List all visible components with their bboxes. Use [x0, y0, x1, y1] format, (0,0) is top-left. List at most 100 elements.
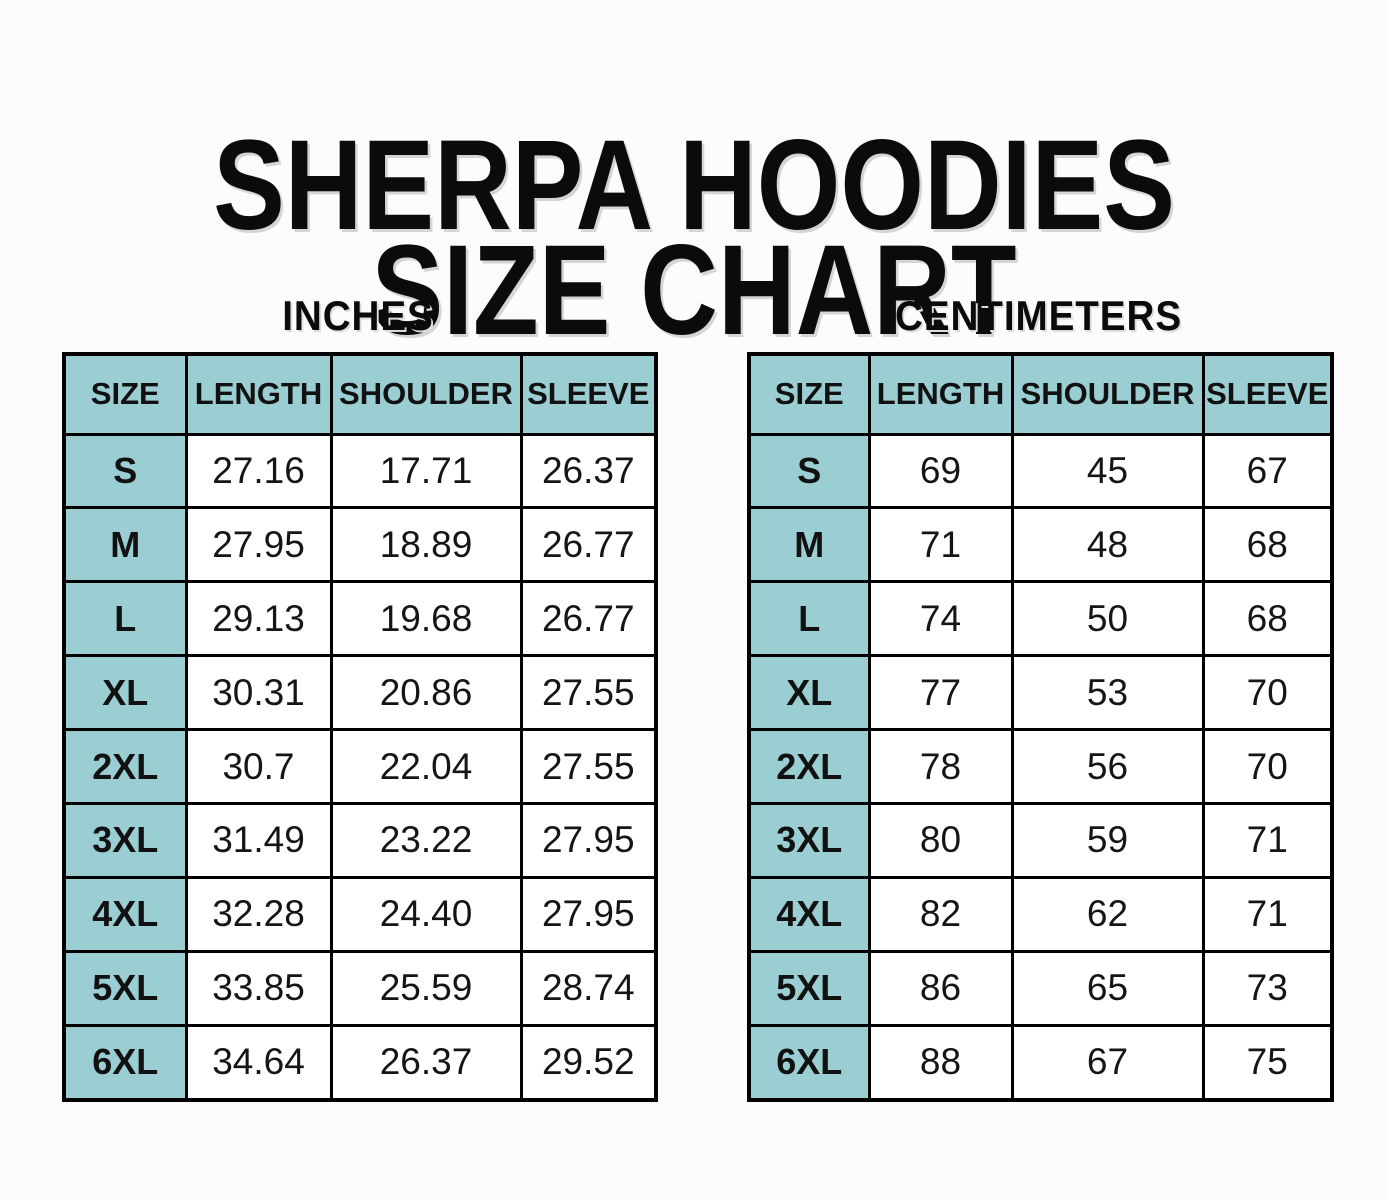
value-cell: 27.95 [519, 802, 658, 879]
value-cell: 68 [1201, 506, 1334, 584]
value-cell: 28.74 [519, 949, 658, 1027]
header-cell-shoulder: SHOULDER [1010, 352, 1205, 436]
value-cell: 20.86 [329, 654, 523, 732]
size-cell: 5XL [62, 949, 188, 1027]
header-cell-size: SIZE [747, 352, 871, 436]
table-header-row: SIZE LENGTH SHOULDER SLEEVE [62, 352, 658, 436]
value-cell: 75 [1201, 1023, 1334, 1102]
value-cell: 26.77 [519, 580, 658, 658]
table-row: 4XL 82 62 71 [747, 875, 1334, 953]
value-cell: 33.85 [184, 949, 333, 1027]
table-row: 3XL 80 59 71 [747, 802, 1334, 879]
table-row: XL 30.31 20.86 27.55 [62, 654, 658, 732]
value-cell: 48 [1010, 506, 1205, 584]
value-cell: 53 [1010, 654, 1205, 732]
value-cell: 73 [1201, 949, 1334, 1027]
header-cell-shoulder: SHOULDER [329, 352, 523, 436]
value-cell: 30.7 [184, 728, 333, 806]
size-cell: S [62, 432, 188, 510]
size-cell: L [62, 580, 188, 658]
size-cell: M [747, 506, 871, 584]
inches-size-table: SIZE LENGTH SHOULDER SLEEVE S 27.16 17.71 2… [62, 352, 658, 1102]
table-row: 6XL 34.64 26.37 29.52 [62, 1023, 658, 1102]
size-cell: 4XL [62, 875, 188, 953]
value-cell: 27.55 [519, 728, 658, 806]
table-row: S 27.16 17.71 26.37 [62, 432, 658, 510]
value-cell: 26.77 [519, 506, 658, 584]
table-header-row: SIZE LENGTH SHOULDER SLEEVE [747, 352, 1334, 436]
value-cell: 26.37 [519, 432, 658, 510]
value-cell: 29.13 [184, 580, 333, 658]
table-row: 6XL 88 67 75 [747, 1023, 1334, 1102]
header-cell-sleeve: SLEEVE [1201, 352, 1334, 436]
value-cell: 74 [867, 580, 1014, 658]
size-cell: 3XL [62, 802, 188, 879]
value-cell: 50 [1010, 580, 1205, 658]
value-cell: 71 [867, 506, 1014, 584]
value-cell: 78 [867, 728, 1014, 806]
value-cell: 27.55 [519, 654, 658, 732]
size-cell: 6XL [747, 1023, 871, 1102]
size-cell: S [747, 432, 871, 510]
table-row: 5XL 33.85 25.59 28.74 [62, 949, 658, 1027]
table-row: M 27.95 18.89 26.77 [62, 506, 658, 584]
size-cell: XL [62, 654, 188, 732]
value-cell: 70 [1201, 654, 1334, 732]
inches-section: INCHES SIZE LENGTH SHOULDER SLEEVE S 27.1… [62, 292, 658, 1102]
size-cell: 2XL [62, 728, 188, 806]
value-cell: 82 [867, 875, 1014, 953]
value-cell: 68 [1201, 580, 1334, 658]
value-cell: 24.40 [329, 875, 523, 953]
header-cell-length: LENGTH [867, 352, 1014, 436]
centimeters-section-title: CENTIMETERS [894, 292, 1183, 339]
value-cell: 18.89 [329, 506, 523, 584]
value-cell: 56 [1010, 728, 1205, 806]
table-row: S 69 45 67 [747, 432, 1334, 510]
table-row: XL 77 53 70 [747, 654, 1334, 732]
value-cell: 67 [1201, 432, 1334, 510]
table-row: L 74 50 68 [747, 580, 1334, 658]
centimeters-section: CENTIMETERS SIZE LENGTH SHOULDER SLEEVE … [747, 292, 1334, 1102]
inches-section-title: INCHES [282, 292, 434, 339]
value-cell: 69 [867, 432, 1014, 510]
page-title: SHERPA HOODIES SIZE CHART [213, 113, 1175, 362]
table-row: 3XL 31.49 23.22 27.95 [62, 802, 658, 879]
value-cell: 34.64 [184, 1023, 333, 1102]
value-cell: 67 [1010, 1023, 1205, 1102]
value-cell: 29.52 [519, 1023, 658, 1102]
table-row: 4XL 32.28 24.40 27.95 [62, 875, 658, 953]
value-cell: 25.59 [329, 949, 523, 1027]
value-cell: 71 [1201, 802, 1334, 879]
value-cell: 65 [1010, 949, 1205, 1027]
value-cell: 88 [867, 1023, 1014, 1102]
size-cell: 3XL [747, 802, 871, 879]
size-cell: 2XL [747, 728, 871, 806]
size-cell: 5XL [747, 949, 871, 1027]
value-cell: 30.31 [184, 654, 333, 732]
value-cell: 23.22 [329, 802, 523, 879]
value-cell: 27.95 [184, 506, 333, 584]
value-cell: 27.16 [184, 432, 333, 510]
value-cell: 27.95 [519, 875, 658, 953]
size-cell: L [747, 580, 871, 658]
table-row: L 29.13 19.68 26.77 [62, 580, 658, 658]
value-cell: 19.68 [329, 580, 523, 658]
value-cell: 71 [1201, 875, 1334, 953]
value-cell: 80 [867, 802, 1014, 879]
size-cell: M [62, 506, 188, 584]
value-cell: 31.49 [184, 802, 333, 879]
size-cell: 6XL [62, 1023, 188, 1102]
table-row: 5XL 86 65 73 [747, 949, 1334, 1027]
value-cell: 26.37 [329, 1023, 523, 1102]
size-cell: 4XL [747, 875, 871, 953]
header-cell-sleeve: SLEEVE [519, 352, 658, 436]
value-cell: 59 [1010, 802, 1205, 879]
header-cell-size: SIZE [62, 352, 188, 436]
size-cell: XL [747, 654, 871, 732]
value-cell: 77 [867, 654, 1014, 732]
value-cell: 45 [1010, 432, 1205, 510]
header-cell-length: LENGTH [184, 352, 333, 436]
table-row: M 71 48 68 [747, 506, 1334, 584]
value-cell: 32.28 [184, 875, 333, 953]
value-cell: 17.71 [329, 432, 523, 510]
